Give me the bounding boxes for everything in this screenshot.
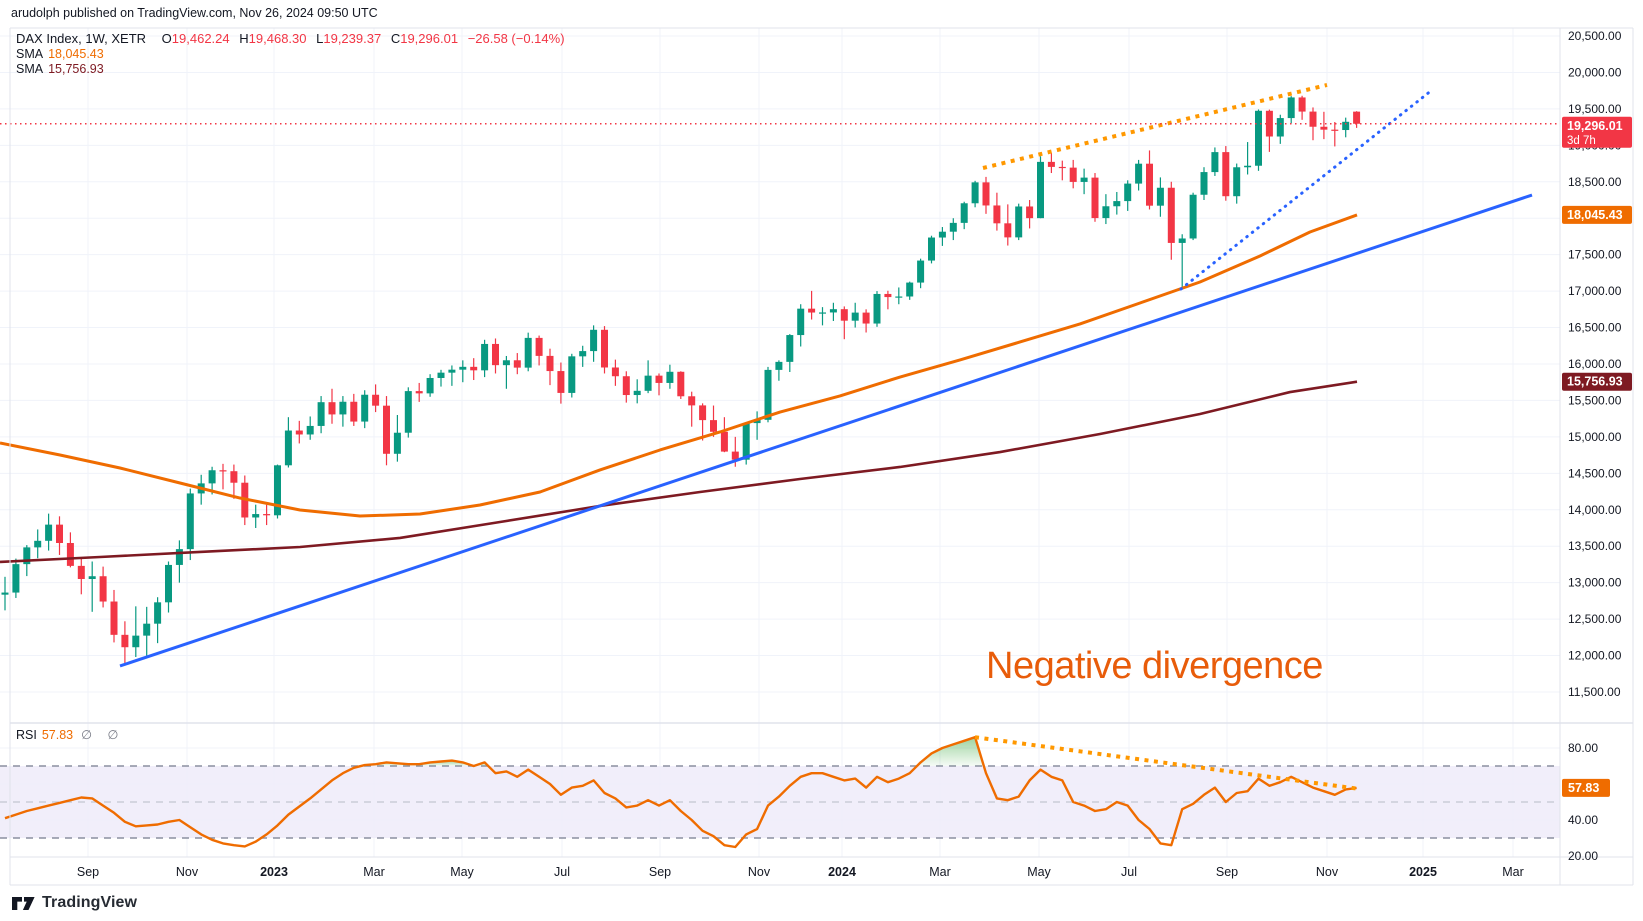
svg-text:Nov: Nov	[176, 865, 199, 879]
rsi-axis[interactable]: 80.00 40.00 20.00	[1568, 741, 1598, 863]
published-text: arudolph published on TradingView.com, N…	[11, 6, 378, 20]
last-price-badge	[1562, 116, 1632, 148]
svg-text:14,500.00: 14,500.00	[1568, 466, 1622, 480]
svg-text:Nov: Nov	[748, 865, 771, 879]
svg-text:2023: 2023	[260, 865, 288, 879]
price-pane-legend: DAX Index, 1W, XETR O19,462.24 H19,468.3…	[16, 31, 565, 78]
sma200-legend-row: SMA 15,756.93	[16, 62, 565, 78]
svg-text:57.83: 57.83	[1568, 781, 1599, 795]
svg-text:Jul: Jul	[1121, 865, 1137, 879]
high-label: H	[239, 31, 249, 46]
svg-text:18,500.00: 18,500.00	[1568, 175, 1622, 189]
rsi-legend: RSI 57.83 ∅ ∅	[16, 727, 124, 742]
low-label: L	[316, 31, 324, 46]
svg-text:12,000.00: 12,000.00	[1568, 649, 1622, 663]
sma50-line	[0, 213, 1358, 518]
sma50-badge	[1562, 205, 1632, 224]
trendline-drawings	[119, 83, 1533, 668]
svg-text:12,500.00: 12,500.00	[1568, 612, 1622, 626]
price-divergence-dotted-line	[982, 83, 1328, 170]
svg-text:May: May	[450, 865, 474, 879]
svg-text:17,500.00: 17,500.00	[1568, 248, 1622, 262]
svg-text:Mar: Mar	[1502, 865, 1524, 879]
svg-text:Sep: Sep	[1216, 865, 1238, 879]
svg-text:Jul: Jul	[554, 865, 570, 879]
svg-text:3d 7h: 3d 7h	[1567, 135, 1596, 147]
symbol-title: DAX Index, 1W, XETR	[16, 31, 147, 46]
svg-text:Mar: Mar	[929, 865, 951, 879]
svg-text:Sep: Sep	[77, 865, 99, 879]
rsi-divergence-dotted-line	[974, 735, 1361, 792]
negative-divergence-annotation: Negative divergence	[986, 645, 1323, 687]
svg-text:80.00: 80.00	[1568, 741, 1598, 755]
close-label: C	[390, 31, 401, 46]
tradingview-logo[interactable]: TradingView	[12, 894, 137, 912]
pane-frame	[9, 27, 1634, 886]
svg-text:May: May	[1027, 865, 1051, 879]
candlestick-series	[1, 95, 1361, 666]
axis-badges: 19,296.01 3d 7h 18,045.43 15,756.93 57.83	[1562, 116, 1632, 797]
svg-text:15,500.00: 15,500.00	[1568, 393, 1622, 407]
sma200-badge	[1562, 372, 1632, 391]
sma200-value: 15,756.93	[48, 62, 104, 76]
svg-text:15,000.00: 15,000.00	[1568, 430, 1622, 444]
svg-text:Sep: Sep	[649, 865, 671, 879]
svg-text:17,000.00: 17,000.00	[1568, 284, 1622, 298]
sma50-label: SMA	[16, 46, 44, 61]
sma200-label: SMA	[16, 62, 44, 76]
rsi-badge	[1562, 778, 1610, 797]
rsi-plot	[4, 735, 1361, 849]
svg-text:16,500.00: 16,500.00	[1568, 321, 1622, 335]
gridlines	[0, 28, 1560, 857]
steep-support-dotted-line	[1179, 88, 1434, 291]
sma50-legend-row: SMA 18,045.43	[16, 47, 565, 63]
svg-text:20.00: 20.00	[1568, 849, 1598, 863]
svg-text:Nov: Nov	[1316, 865, 1339, 879]
low-value: 19,239.37	[323, 31, 382, 46]
svg-text:19,296.01: 19,296.01	[1567, 119, 1623, 133]
sma200-line	[0, 380, 1358, 564]
tradingview-logo-icon	[12, 896, 35, 910]
published-header: arudolph published on TradingView.com, N…	[11, 6, 378, 20]
open-label: O	[161, 31, 172, 46]
svg-text:Mar: Mar	[363, 865, 385, 879]
high-value: 19,468.30	[248, 31, 307, 46]
svg-text:2025: 2025	[1409, 865, 1437, 879]
svg-text:18,045.43: 18,045.43	[1567, 208, 1623, 222]
sma50-value: 18,045.43	[48, 46, 104, 61]
moving-averages	[0, 213, 1358, 564]
long-term-support-line	[119, 193, 1533, 668]
close-value: 19,296.01	[400, 31, 459, 46]
svg-text:13,500.00: 13,500.00	[1568, 539, 1622, 553]
rsi-empty-slots: ∅ ∅	[81, 728, 125, 742]
svg-text:40.00: 40.00	[1568, 813, 1598, 827]
rsi-overbought-fill	[916, 737, 984, 766]
tradingview-logo-text: TradingView	[42, 894, 138, 911]
time-axis[interactable]: Sep Nov 2023 Mar May Jul Sep Nov 2024 Mar May Jul Se…	[77, 865, 1524, 879]
svg-text:20,500.00: 20,500.00	[1568, 29, 1622, 43]
svg-text:14,000.00: 14,000.00	[1568, 503, 1622, 517]
rsi-line	[4, 736, 1357, 849]
svg-text:13,000.00: 13,000.00	[1568, 576, 1622, 590]
svg-text:20,000.00: 20,000.00	[1568, 65, 1622, 79]
open-value: 19,462.24	[171, 31, 230, 46]
svg-text:2024: 2024	[828, 865, 856, 879]
svg-text:15,756.93: 15,756.93	[1567, 375, 1623, 389]
svg-text:19,500.00: 19,500.00	[1568, 102, 1622, 116]
rsi-label: RSI	[16, 728, 37, 742]
change-value: −26.58 (−0.14%)	[467, 31, 565, 46]
svg-text:11,500.00: 11,500.00	[1568, 685, 1621, 699]
rsi-band	[0, 765, 1560, 839]
svg-text:16,000.00: 16,000.00	[1568, 357, 1622, 371]
symbol-legend-row: DAX Index, 1W, XETR O19,462.24 H19,468.3…	[16, 31, 565, 47]
rsi-value: 57.83	[41, 728, 74, 742]
